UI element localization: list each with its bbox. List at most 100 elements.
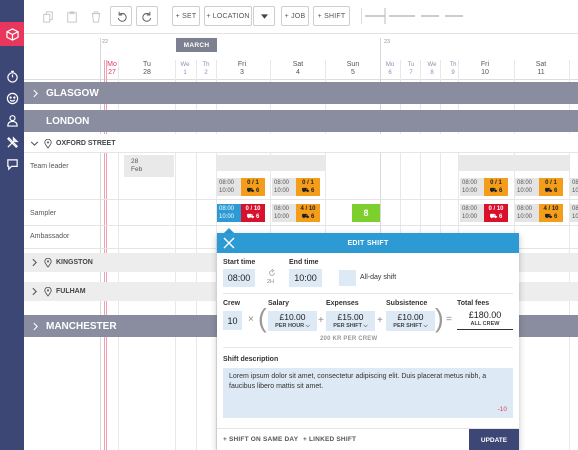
sidebar-item-users[interactable]	[0, 108, 24, 132]
modal-title: EDIT SHIFT	[347, 239, 389, 247]
month-label: MARCH	[176, 38, 217, 52]
day-header[interactable]: Sat 4	[292, 61, 304, 76]
date-marker: 28 Feb	[124, 155, 174, 177]
copy-icon[interactable]	[38, 7, 58, 27]
chevron-right-icon	[31, 287, 37, 296]
day-header[interactable]: Mo 27	[107, 61, 117, 76]
salary-label: Salary	[268, 300, 290, 307]
subgroup-oxford-street[interactable]: OXFORD STREET	[24, 134, 578, 153]
day-header[interactable]: Th 9	[449, 62, 457, 76]
equals-sign: =	[446, 314, 452, 325]
duration-text: 2H	[267, 279, 275, 285]
subsistence-input[interactable]: £10.00 PER SHIFT ⌵	[386, 311, 435, 331]
subgroup-label: FULHAM	[56, 288, 86, 295]
day-header[interactable]: Tu 7	[407, 62, 415, 76]
group-label: GLASGOW	[46, 87, 99, 99]
linked-shift-link[interactable]: + LINKED SHIFT	[303, 436, 357, 443]
day-header[interactable]: Sun 5	[346, 61, 360, 76]
paste-icon[interactable]	[62, 7, 82, 27]
add-job-button[interactable]: + JOB	[281, 6, 309, 26]
trash-icon[interactable]	[86, 7, 106, 27]
end-time-input[interactable]: 10:00	[289, 269, 322, 287]
subsistence-label: Subsistence	[386, 300, 428, 307]
salary-input[interactable]: £10.00 PER HOUR ⌵	[268, 311, 317, 331]
stopwatch-icon	[6, 70, 18, 83]
day-header[interactable]: Fri 3	[237, 61, 247, 76]
unavailable-cell	[217, 155, 325, 171]
row-divider	[24, 225, 578, 226]
chevron-right-icon	[32, 89, 38, 97]
add-shift-button[interactable]: + SHIFT	[313, 6, 350, 26]
location-pin-icon	[44, 138, 52, 149]
all-day-checkbox[interactable]	[339, 270, 356, 286]
chevron-right-icon	[31, 258, 37, 267]
subgroup-label: OXFORD STREET	[56, 140, 116, 147]
location-pin-icon	[44, 257, 52, 268]
redo-button[interactable]	[136, 6, 158, 26]
day-header[interactable]: Sat 11	[535, 61, 547, 76]
shift-count-badge[interactable]: 8	[352, 204, 380, 222]
paren-close: )	[435, 303, 444, 333]
shift-card[interactable]: 08:00 10:00 0 / 1 ⛟ 6	[515, 178, 563, 196]
day-header[interactable]: Fri 10	[480, 61, 490, 76]
chat-icon	[6, 158, 18, 171]
caret-down-icon	[260, 13, 268, 19]
group-label: LONDON	[46, 115, 90, 127]
end-time-label: End time	[289, 259, 319, 266]
group-london[interactable]: LONDON	[24, 110, 578, 132]
week-number: 23	[384, 39, 391, 45]
timeline-scrubber[interactable]	[360, 6, 471, 26]
row-label-team-leader: Team leader	[30, 163, 69, 170]
shift-card[interactable]: 08:00 10:00 0 / 1 ⛟ 6	[272, 178, 320, 196]
shift-card[interactable]: 08:10:	[570, 178, 578, 196]
chevron-down-icon	[30, 141, 38, 146]
sidebar-item-projects[interactable]	[0, 22, 24, 46]
add-location-button[interactable]: + LOCATION	[204, 6, 252, 26]
expenses-label: Expenses	[326, 300, 359, 307]
chevron-right-icon	[32, 322, 38, 330]
expenses-input[interactable]: £15.00 PER SHIFT ⌵	[326, 311, 375, 331]
shift-card[interactable]: 08:00 10:00 4 / 10 ⛟ 6	[272, 204, 320, 222]
description-textarea[interactable]: Lorem ipsum dolor sit amet, consectetur …	[223, 368, 513, 418]
location-dropdown[interactable]	[253, 6, 275, 26]
week-number: 22	[102, 39, 109, 45]
day-header[interactable]: We 1	[180, 62, 190, 76]
total-fees-value: £180.00 ALL CREW	[457, 310, 513, 330]
unavailable-cell	[459, 155, 569, 171]
per-crew-text: 200 KR PER CREW	[320, 336, 378, 342]
paren-open: (	[258, 303, 267, 333]
update-button[interactable]: UPDATE	[469, 429, 519, 450]
undo-button[interactable]	[110, 6, 132, 26]
shift-card[interactable]: 08:00 10:00 0 / 10 ⛟ 6	[460, 204, 508, 222]
day-header[interactable]: Th 2	[202, 62, 210, 76]
close-icon[interactable]	[223, 237, 235, 249]
crew-label: Crew	[223, 300, 241, 307]
day-header[interactable]: Mo 6	[385, 62, 395, 76]
day-header[interactable]: Tu 28	[143, 61, 151, 76]
shift-card[interactable]: 08:10:	[570, 204, 578, 222]
user-icon	[6, 114, 18, 127]
add-set-button[interactable]: + SET	[172, 6, 200, 26]
crew-input[interactable]: 10	[223, 311, 242, 330]
start-time-input[interactable]: 08:00	[223, 269, 255, 287]
plus-sign: +	[377, 315, 383, 326]
sidebar-item-crew[interactable]	[0, 86, 24, 110]
modal-footer: + SHIFT ON SAME DAY + LINKED SHIFT UPDAT…	[217, 428, 519, 450]
shift-card[interactable]: 08:00 10:00 0 / 1 ⛟ 6	[217, 178, 265, 196]
shift-card[interactable]: 08:00 10:00 0 / 1 ⛟ 6	[460, 178, 508, 196]
cube-icon	[5, 27, 19, 41]
shift-card-selected[interactable]: 08:00 10:00 0 / 10 ⛟ 6	[217, 204, 265, 222]
undo-icon	[117, 11, 127, 22]
modal-header: EDIT SHIFT	[217, 233, 519, 253]
smiley-icon	[6, 92, 18, 104]
sidebar-item-messages[interactable]	[0, 152, 24, 176]
sidebar-item-timer[interactable]	[0, 64, 24, 88]
group-glasgow[interactable]: GLASGOW	[24, 82, 578, 104]
edit-shift-modal: EDIT SHIFT Start time 08:00 2H End time …	[217, 233, 519, 450]
row-divider	[24, 152, 578, 153]
shift-card[interactable]: 08:00 10:00 4 / 10 ⛟ 6	[515, 204, 563, 222]
divider	[223, 347, 513, 348]
shift-same-day-link[interactable]: + SHIFT ON SAME DAY	[223, 436, 299, 443]
sidebar-item-tools[interactable]	[0, 130, 24, 154]
day-header[interactable]: We 8	[427, 62, 437, 76]
